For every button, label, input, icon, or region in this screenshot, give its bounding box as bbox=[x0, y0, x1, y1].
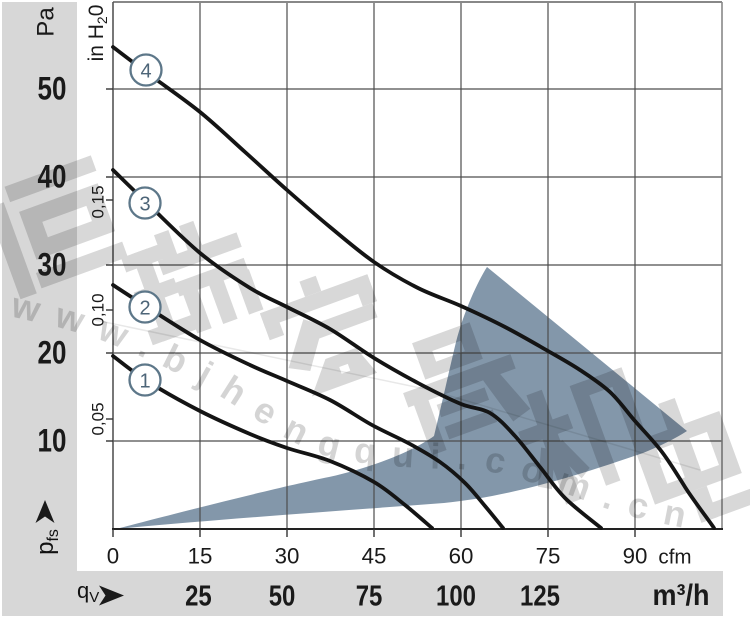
svg-text:4: 4 bbox=[140, 61, 151, 83]
svg-text:50: 50 bbox=[269, 579, 296, 611]
svg-text:10: 10 bbox=[38, 423, 67, 459]
svg-text:m³/h: m³/h bbox=[653, 579, 710, 613]
svg-text:75: 75 bbox=[536, 544, 561, 569]
svg-text:3: 3 bbox=[139, 194, 150, 216]
svg-text:0: 0 bbox=[107, 544, 119, 569]
svg-text:15: 15 bbox=[188, 544, 213, 569]
svg-text:30: 30 bbox=[38, 247, 67, 283]
svg-text:25: 25 bbox=[185, 579, 212, 611]
svg-text:in H20: in H20 bbox=[85, 5, 110, 62]
svg-text:75: 75 bbox=[356, 579, 383, 611]
svg-text:0,05: 0,05 bbox=[89, 402, 108, 435]
svg-text:0,15: 0,15 bbox=[89, 185, 108, 218]
svg-text:40: 40 bbox=[38, 159, 67, 195]
svg-text:100: 100 bbox=[436, 579, 476, 611]
svg-text:2: 2 bbox=[139, 298, 150, 320]
svg-text:60: 60 bbox=[449, 544, 474, 569]
svg-text:0,10: 0,10 bbox=[89, 293, 108, 326]
svg-text:90: 90 bbox=[623, 544, 648, 569]
svg-text:45: 45 bbox=[362, 544, 387, 569]
svg-text:cfm: cfm bbox=[658, 546, 691, 569]
svg-text:50: 50 bbox=[38, 71, 67, 107]
svg-text:125: 125 bbox=[520, 579, 560, 611]
svg-text:30: 30 bbox=[275, 544, 300, 569]
svg-text:1: 1 bbox=[139, 371, 150, 393]
svg-text:20: 20 bbox=[38, 335, 67, 371]
svg-text:Pa: Pa bbox=[33, 7, 60, 37]
